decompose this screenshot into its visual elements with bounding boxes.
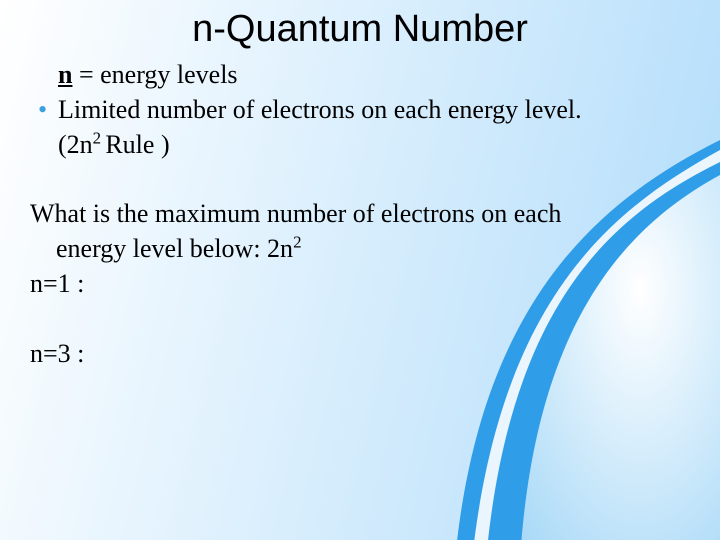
bullet-text: Limited number of electrons on each ener…: [58, 92, 582, 127]
slide-title: n-Quantum Number: [30, 8, 690, 51]
prompt-n3: n=3 :: [30, 336, 690, 371]
bullet-line: • Limited number of electrons on each en…: [30, 92, 690, 127]
bullet-icon: •: [30, 92, 58, 127]
rule-post: Rule ): [105, 130, 169, 159]
slide-content: n-Quantum Number n = energy levels • Lim…: [0, 0, 720, 371]
rule-line: (2n2 Rule ): [30, 127, 690, 162]
slide: n-Quantum Number n = energy levels • Lim…: [0, 0, 720, 540]
line-definition: n = energy levels: [30, 57, 690, 92]
symbol-n: n: [58, 60, 72, 89]
question-line-2: energy level below: 2n2: [30, 231, 690, 266]
spacer: [30, 162, 690, 196]
rule-pre: (2n: [58, 130, 93, 159]
prompt-n1: n=1 :: [30, 266, 690, 301]
question-pre: energy level below: 2n: [56, 234, 293, 263]
rule-sup: 2: [93, 129, 106, 148]
definition-text: = energy levels: [72, 60, 237, 89]
spacer: [30, 302, 690, 336]
question-sup: 2: [293, 233, 301, 252]
question-line-1: What is the maximum number of electrons …: [30, 196, 690, 231]
